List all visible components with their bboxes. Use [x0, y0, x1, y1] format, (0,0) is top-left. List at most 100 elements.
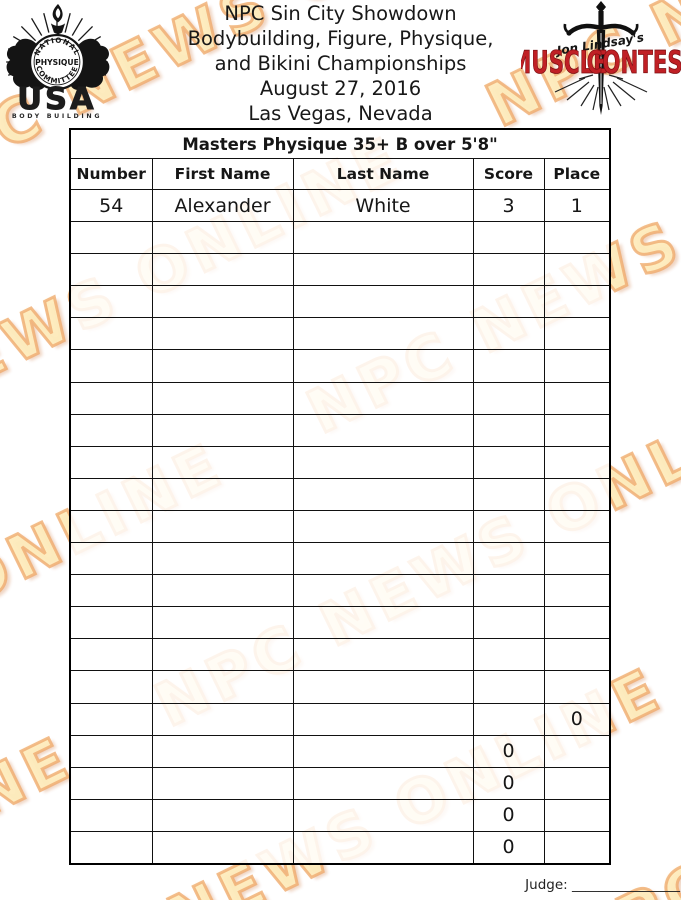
- cell-place: [543, 445, 611, 479]
- table-row: [69, 253, 611, 287]
- table-row: [69, 670, 611, 704]
- cell-place: [543, 477, 611, 511]
- cell-first-name: [151, 413, 294, 447]
- cell-first-name: [151, 670, 294, 704]
- event-title-line-1: NPC Sin City Showdown: [224, 2, 457, 25]
- cell-number: [69, 285, 153, 319]
- cell-last-name: [292, 798, 474, 832]
- cell-place: [543, 606, 611, 640]
- cell-score: 0: [472, 734, 545, 768]
- cell-first-name: [151, 542, 294, 576]
- table-row: [69, 317, 611, 351]
- cell-last-name: [292, 638, 474, 672]
- results-table: Masters Physique 35+ B over 5'8" Number …: [69, 128, 612, 865]
- results-body: 54 Alexander White 3 1 0 0 0 0 0: [69, 188, 611, 865]
- torch-icon: [50, 4, 66, 39]
- cell-score: [472, 702, 545, 736]
- cell-place: [543, 830, 611, 865]
- cell-number: [69, 445, 153, 479]
- cell-place: [543, 542, 611, 576]
- cell-number: [69, 317, 153, 351]
- cell-score: [472, 381, 545, 415]
- npc-bodybuilding-label: BODY BUILDING: [12, 113, 102, 120]
- table-row: 0: [69, 798, 611, 832]
- cell-first-name: [151, 253, 294, 287]
- cell-score: 0: [472, 798, 545, 832]
- cell-number: [69, 253, 153, 287]
- cell-score: [472, 542, 545, 576]
- col-header-last-name: Last Name: [292, 158, 474, 190]
- cell-last-name: [292, 830, 474, 865]
- npc-usa-logo: NATIONAL PHYSIQUE COMMITTEE USA BODY BUI…: [6, 4, 110, 120]
- cell-last-name: [292, 477, 474, 511]
- event-location: Las Vegas, Nevada: [248, 102, 433, 125]
- cell-last-name: [292, 221, 474, 255]
- cell-place: [543, 670, 611, 704]
- npc-usa-label: USA: [17, 82, 97, 117]
- cell-last-name: [292, 606, 474, 640]
- cell-first-name: Alexander: [151, 188, 294, 223]
- col-header-place: Place: [543, 158, 611, 190]
- cell-number: 54: [69, 188, 153, 223]
- cell-first-name: [151, 509, 294, 544]
- col-header-score: Score: [472, 158, 545, 190]
- cell-score: 0: [472, 766, 545, 800]
- cell-place: [543, 509, 611, 544]
- cell-last-name: [292, 509, 474, 544]
- cell-place: [543, 413, 611, 447]
- cell-place: [543, 253, 611, 287]
- cell-place: [543, 221, 611, 255]
- cell-first-name: [151, 702, 294, 736]
- cell-first-name: [151, 798, 294, 832]
- contest-label: CONTEST: [587, 45, 681, 81]
- rays-icon: [554, 74, 648, 111]
- cell-place: [543, 349, 611, 383]
- cell-score: [472, 606, 545, 640]
- cell-first-name: [151, 381, 294, 415]
- cell-last-name: [292, 574, 474, 608]
- table-row: [69, 349, 611, 383]
- cell-score: [472, 253, 545, 287]
- cell-score: [472, 574, 545, 608]
- cell-score: [472, 670, 545, 704]
- judge-signature: Judge: ________________: [525, 877, 680, 893]
- cell-place: [543, 734, 611, 768]
- muscle-contest-logo: Jon Lindsay's MUSCLE CONTEST: [521, 1, 681, 115]
- cell-place: [543, 638, 611, 672]
- muscle-label: MUSCLE: [521, 45, 608, 81]
- cell-number: [69, 702, 153, 736]
- column-header-row: Number First Name Last Name Score Place: [69, 158, 611, 190]
- cell-number: [69, 477, 153, 511]
- table-row: [69, 638, 611, 672]
- event-title-line-2: Bodybuilding, Figure, Physique,: [187, 27, 494, 50]
- table-row: [69, 285, 611, 319]
- table-row: 0: [69, 734, 611, 768]
- cell-place: [543, 285, 611, 319]
- cell-first-name: [151, 766, 294, 800]
- cell-number: [69, 798, 153, 832]
- table-row: [69, 542, 611, 576]
- cell-first-name: [151, 734, 294, 768]
- table-row: [69, 445, 611, 479]
- table-row: 54 Alexander White 3 1: [69, 188, 611, 223]
- cell-place: 0: [543, 702, 611, 736]
- table-row: [69, 574, 611, 608]
- cell-last-name: [292, 285, 474, 319]
- cell-number: [69, 381, 153, 415]
- cell-score: [472, 445, 545, 479]
- cell-number: [69, 638, 153, 672]
- cell-last-name: [292, 670, 474, 704]
- cell-number: [69, 221, 153, 255]
- cell-score: [472, 413, 545, 447]
- table-row: [69, 413, 611, 447]
- class-title-row: Masters Physique 35+ B over 5'8": [69, 128, 611, 159]
- cell-score: [472, 509, 545, 544]
- cell-score: [472, 317, 545, 351]
- cell-number: [69, 509, 153, 544]
- cell-score: 0: [472, 830, 545, 865]
- event-title-block: NPC Sin City Showdown Bodybuilding, Figu…: [0, 1, 681, 126]
- cell-number: [69, 349, 153, 383]
- cell-first-name: [151, 221, 294, 255]
- cell-last-name: [292, 349, 474, 383]
